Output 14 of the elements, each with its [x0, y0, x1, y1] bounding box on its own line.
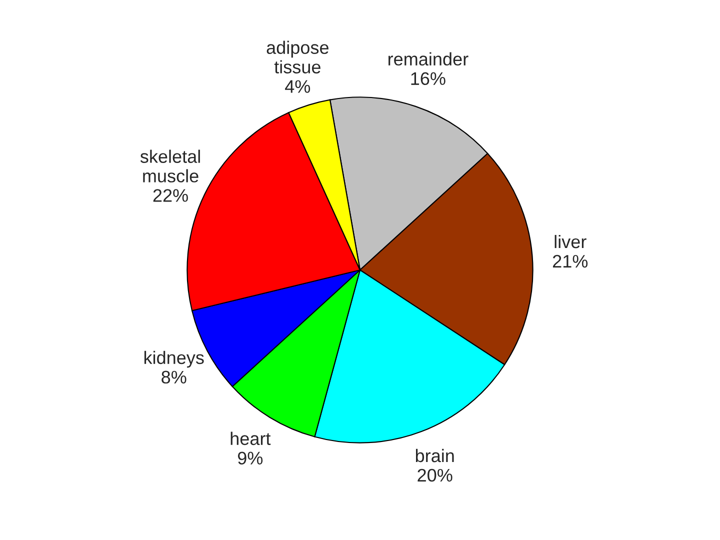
slice-label: adipose tissue — [266, 40, 328, 74]
data-label: 20% — [418, 468, 452, 482]
data-label: 16% — [411, 72, 446, 85]
data-label: 8% — [162, 370, 186, 384]
data-label: 21% — [552, 254, 588, 268]
data-label: 4% — [285, 80, 310, 93]
slice-label: heart — [230, 432, 271, 446]
slice-label: liver — [554, 234, 586, 248]
slice-label: skeletal muscle — [140, 150, 200, 182]
slice-label: brain — [416, 448, 454, 462]
slice-label: remainder — [388, 52, 468, 66]
slice-label: kidneys — [144, 350, 204, 368]
data-label: 22% — [153, 189, 188, 202]
data-label: 9% — [238, 452, 263, 465]
